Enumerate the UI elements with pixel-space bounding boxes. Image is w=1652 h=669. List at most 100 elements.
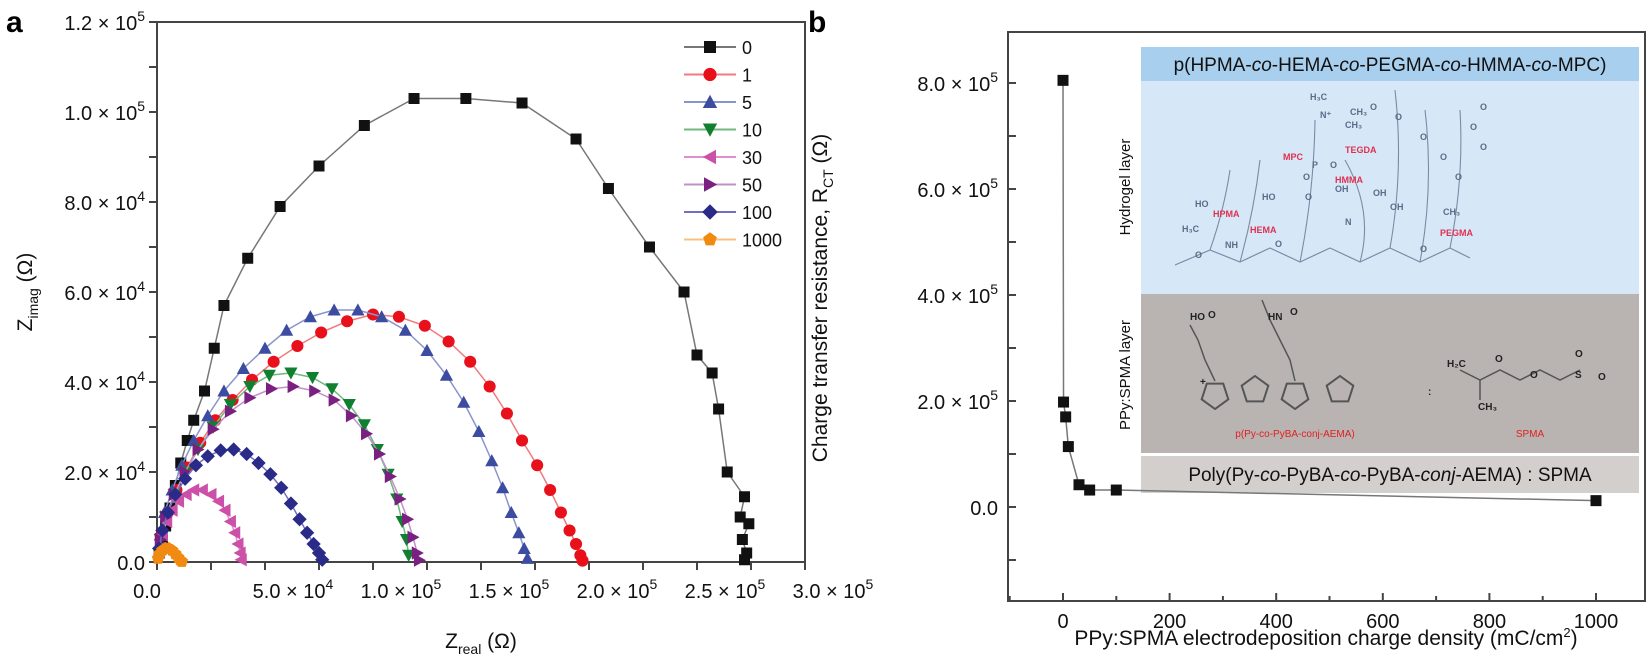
legend-marker: [702, 123, 718, 137]
side-chain: [1344, 159, 1366, 263]
data-point: [342, 399, 356, 412]
data-point: [195, 483, 208, 497]
inset-header-bg: [1141, 47, 1639, 81]
data-point: [283, 496, 299, 511]
inset-footer-title: Poly(Py-co-PyBA-co-PyBA-conj-AEMA) : SPM…: [1188, 465, 1592, 486]
atom-label: O: [1370, 102, 1377, 112]
series-0: [153, 93, 755, 566]
data-point: [187, 433, 201, 446]
atom-label: CH₃: [1345, 120, 1362, 130]
series-1: [155, 308, 589, 567]
data-point: [515, 434, 529, 447]
dopant-label: SPMA: [1516, 429, 1545, 440]
data-point: [341, 315, 354, 328]
data-point: [291, 339, 304, 353]
data-point: [408, 93, 420, 104]
atom-label: CH₃: [1443, 207, 1460, 217]
data-point: [375, 310, 389, 323]
data-point: [328, 393, 341, 407]
ppy-layer-bg: [1141, 294, 1639, 453]
inset-header-title: p(HPMA-co-HEMA-co-PEGMA-co-HMMA-co-MPC): [1174, 55, 1607, 76]
data-point: [739, 491, 751, 503]
panel-a-y-title: Zimag (Ω): [14, 253, 41, 332]
x-tick-label: 1000: [1574, 611, 1619, 633]
atom-label: O: [1303, 172, 1310, 182]
data-point: [1590, 495, 1602, 507]
inset-footer-bg: [1141, 456, 1639, 493]
data-point: [554, 506, 567, 519]
data-point: [741, 547, 753, 559]
panel-b-x-title: PPy:SPMA electrodeposition charge densit…: [1074, 625, 1577, 650]
atom-label: O: [1470, 122, 1477, 132]
y-tick-label: 0.0: [970, 498, 998, 520]
data-point: [292, 512, 307, 527]
data-point: [177, 471, 193, 486]
data-point: [643, 241, 655, 253]
panel-a-y-ticks: 0.0 2.0 × 104 4.0 × 104 6.0 × 104 8.0 × 104 1…: [64, 8, 157, 575]
data-point: [213, 443, 228, 458]
atom-label: O: [1395, 112, 1402, 122]
data-point: [226, 442, 241, 457]
data-point: [570, 133, 582, 145]
data-point: [265, 382, 279, 396]
legend-marker: [702, 204, 718, 220]
hydrogel-layer-bg: [1141, 81, 1639, 294]
data-point: [188, 414, 200, 426]
atom-label: OH: [1373, 188, 1387, 198]
legend-item-100: 100: [684, 203, 772, 223]
series-100: [152, 442, 330, 567]
data-point: [231, 537, 244, 551]
data-point: [327, 303, 341, 316]
data-point: [244, 391, 257, 405]
x-tick-label: 1.0 × 105: [361, 576, 442, 603]
pyrrole-ring: [1200, 382, 1230, 411]
data-point: [563, 524, 576, 537]
data-point: [1058, 396, 1070, 408]
panel-b-letter: b: [808, 6, 826, 39]
data-point: [325, 383, 339, 396]
data-point: [303, 310, 317, 323]
y-tick-label: 8.0 × 104: [64, 188, 145, 215]
legend-marker: [703, 232, 717, 246]
atom-label: HN: [1268, 312, 1282, 323]
panel-b-y-ticks: 0.0 2.0 × 105 4.0 × 105 6.0 × 105 8.0 × 105: [917, 69, 1016, 561]
panel-b-inset-schematic: p(HPMA-co-HEMA-co-PEGMA-co-HMMA-co-MPC) …: [1117, 47, 1639, 493]
panel-a-x-ticks: 0.0 5.0 × 104 1.0 × 105 1.5 × 105 2.0 × 105 2…: [133, 562, 874, 603]
panel-a-chart: 0.0 5.0 × 104 1.0 × 105 1.5 × 105 2.0 × 105 2…: [14, 8, 874, 657]
panel-b-frame: [1007, 31, 1646, 602]
data-point: [512, 526, 526, 539]
data-point: [315, 552, 330, 567]
data-point: [721, 466, 733, 478]
data-point: [736, 534, 748, 545]
x-tick-label: 1.5 × 105: [469, 576, 550, 603]
data-point: [223, 399, 238, 412]
x-tick-label: 0.0: [133, 581, 161, 603]
data-point: [309, 384, 322, 398]
data-point: [217, 384, 231, 397]
panel-b-x-ticks: 0 200 400 600 800 1000: [1008, 593, 1619, 633]
atom-label: CH₃: [1478, 402, 1497, 413]
atom-label: O: [1530, 370, 1538, 381]
atom-label: O: [1598, 372, 1606, 383]
data-point: [442, 335, 455, 348]
data-point: [357, 419, 371, 432]
legend-item-1: 1: [684, 66, 752, 86]
data-point: [464, 355, 477, 368]
atom-label: :: [1428, 387, 1431, 398]
atom-label: O: [1575, 349, 1583, 360]
data-point: [172, 494, 185, 508]
atom-label: O: [1275, 239, 1282, 249]
data-point: [739, 554, 751, 566]
data-point: [280, 323, 294, 336]
side-chain: [1209, 169, 1231, 251]
data-point: [234, 553, 247, 567]
data-point: [1084, 484, 1096, 496]
y-tick-label: 6.0 × 105: [917, 175, 998, 202]
data-point: [496, 481, 510, 494]
data-point: [485, 454, 499, 467]
series-50: [154, 379, 427, 567]
data-point: [200, 449, 215, 464]
data-point: [420, 343, 434, 356]
legend-item-5: 5: [684, 93, 752, 113]
x-tick-label: 800: [1473, 611, 1506, 633]
